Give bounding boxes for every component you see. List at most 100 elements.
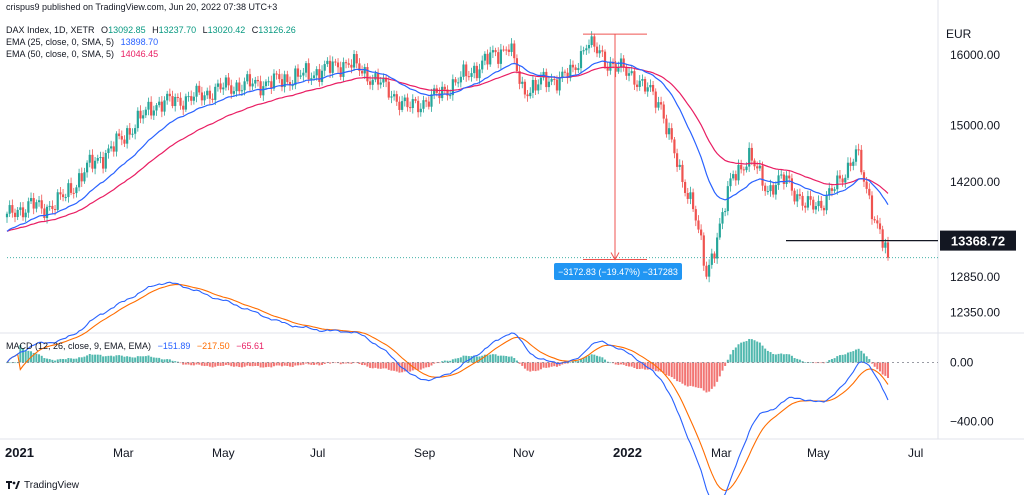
candle-body xyxy=(780,174,783,176)
candle-body xyxy=(793,190,796,202)
candle-body xyxy=(523,81,527,95)
candle-body xyxy=(310,78,313,80)
candle-body xyxy=(83,172,86,182)
macd-histogram-bar xyxy=(636,362,639,370)
macd-histogram-bar xyxy=(184,362,187,365)
macd-histogram-bar xyxy=(216,362,219,366)
candle-body xyxy=(99,157,102,159)
candle-body xyxy=(694,209,697,221)
macd-histogram-bar xyxy=(625,362,628,367)
candle-body xyxy=(35,202,38,209)
candle-body xyxy=(561,71,564,78)
ema25-line xyxy=(6,60,889,232)
candle-body xyxy=(635,84,639,87)
macd-histogram-bar xyxy=(558,362,561,366)
candle-body xyxy=(796,194,799,202)
macd-histogram-bar xyxy=(587,355,590,363)
candle-body xyxy=(387,81,390,98)
candle-body xyxy=(844,177,847,183)
candle-body xyxy=(545,71,548,88)
ema25-row[interactable]: EMA (25, close, 0, SMA, 5) 13898.70 xyxy=(6,37,162,47)
macd-histogram-bar xyxy=(99,354,102,363)
candle-body xyxy=(270,81,273,89)
macd-histogram-bar xyxy=(329,362,332,364)
candle-body xyxy=(347,63,350,65)
macd-histogram-bar xyxy=(857,348,860,363)
candle-body xyxy=(598,50,601,54)
macd-histogram-bar xyxy=(387,362,390,370)
candle-body xyxy=(336,62,340,68)
candle-body xyxy=(192,96,195,101)
macd-histogram-bar xyxy=(238,362,241,367)
candle-body xyxy=(854,149,858,162)
macd-histogram-bar xyxy=(449,360,452,363)
macd-row[interactable]: MACD (12, 26, close, 9, EMA, EMA) −151.8… xyxy=(6,341,268,351)
candle-body xyxy=(120,136,123,140)
macd-histogram-bar xyxy=(838,355,841,363)
ema50-row[interactable]: EMA (50, close, 0, SMA, 5) 14046.45 xyxy=(6,49,162,59)
macd-histogram-bar xyxy=(369,362,372,368)
macd-histogram-bar xyxy=(531,362,534,371)
macd-histogram-bar xyxy=(422,362,425,369)
tradingview-brand[interactable]: TradingView xyxy=(6,480,79,491)
macd-histogram-bar xyxy=(849,351,852,363)
macd-histogram-bar xyxy=(475,356,478,363)
candle-body xyxy=(713,253,716,259)
macd-histogram-bar xyxy=(430,362,433,366)
macd-histogram-bar xyxy=(641,362,644,369)
candle-body xyxy=(459,76,462,83)
macd-histogram-bar xyxy=(814,362,817,364)
macd-histogram-bar xyxy=(272,362,275,367)
macd-histogram-bar xyxy=(371,362,374,369)
macd-histogram-bar xyxy=(491,354,494,363)
candle-body xyxy=(91,154,94,169)
candle-body xyxy=(870,195,874,220)
macd-histogram-bar xyxy=(94,354,97,363)
macd-histogram-bar xyxy=(718,362,721,377)
candle-body xyxy=(142,115,145,119)
candle-body xyxy=(812,199,815,210)
macd-histogram-bar xyxy=(443,360,446,363)
candle-body xyxy=(246,74,249,82)
candle-body xyxy=(259,81,262,96)
macd-histogram-bar xyxy=(395,362,398,372)
symbol-name: DAX Index, 1D, XETR xyxy=(6,25,95,35)
macd-histogram-bar xyxy=(438,362,441,364)
macd-histogram-bar xyxy=(801,361,804,363)
candle-body xyxy=(700,229,703,236)
macd-histogram-bar xyxy=(230,362,233,367)
ema50-label: EMA (50, close, 0, SMA, 5) xyxy=(6,49,115,59)
candle-body xyxy=(574,67,577,71)
macd-histogram-bar xyxy=(579,358,582,363)
macd-histogram-bar xyxy=(174,361,177,363)
macd-histogram-bar xyxy=(414,362,417,370)
macd-histogram-bar xyxy=(601,357,604,363)
candle-body xyxy=(262,86,265,96)
candle-body xyxy=(166,93,169,101)
price-tick-label: 14200.00 xyxy=(950,175,1000,189)
candle-body xyxy=(446,89,449,96)
macd-histogram-bar xyxy=(766,350,769,363)
macd-histogram-bar xyxy=(427,362,430,368)
macd-histogram-bar xyxy=(78,357,81,363)
macd-histogram-bar xyxy=(59,358,62,363)
time-tick-label: 2021 xyxy=(5,445,34,460)
candle-body xyxy=(729,178,732,187)
macd-histogram-bar xyxy=(620,362,623,365)
ema25-value: 13898.70 xyxy=(120,37,159,47)
candle-body xyxy=(296,68,300,77)
candle-body xyxy=(662,104,665,119)
macd-histogram-bar xyxy=(192,362,195,366)
macd-histogram-bar xyxy=(604,359,607,363)
candle-body xyxy=(820,200,823,208)
macd-histogram-bar xyxy=(724,362,727,366)
macd-histogram-bar xyxy=(256,362,259,366)
macd-histogram-bar xyxy=(566,362,569,364)
candle-body xyxy=(414,99,417,101)
candle-body xyxy=(211,98,214,100)
macd-histogram-bar xyxy=(462,355,465,363)
macd-histogram-bar xyxy=(708,362,711,392)
candle-body xyxy=(510,43,513,52)
brand-label: TradingView xyxy=(24,480,80,491)
